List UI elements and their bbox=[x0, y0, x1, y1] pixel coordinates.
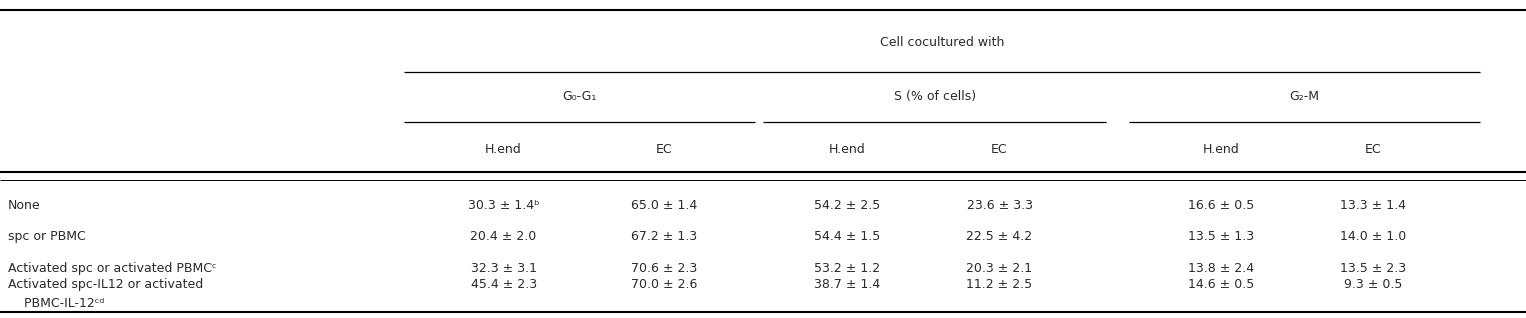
Text: Activated spc-IL12 or activated: Activated spc-IL12 or activated bbox=[8, 278, 203, 291]
Text: 30.3 ± 1.4ᵇ: 30.3 ± 1.4ᵇ bbox=[468, 199, 539, 211]
Text: 54.2 ± 2.5: 54.2 ± 2.5 bbox=[813, 199, 881, 211]
Text: 38.7 ± 1.4: 38.7 ± 1.4 bbox=[813, 278, 881, 291]
Text: Activated spc or activated PBMCᶜ: Activated spc or activated PBMCᶜ bbox=[8, 262, 217, 275]
Text: 67.2 ± 1.3: 67.2 ± 1.3 bbox=[630, 231, 697, 243]
Text: 20.4 ± 2.0: 20.4 ± 2.0 bbox=[470, 231, 537, 243]
Text: EC: EC bbox=[1366, 143, 1381, 156]
Text: 13.5 ± 1.3: 13.5 ± 1.3 bbox=[1187, 231, 1254, 243]
Text: H.end: H.end bbox=[1202, 143, 1239, 156]
Text: S (% of cells): S (% of cells) bbox=[894, 91, 975, 103]
Text: None: None bbox=[8, 199, 40, 211]
Text: 70.0 ± 2.6: 70.0 ± 2.6 bbox=[630, 278, 697, 291]
Text: 9.3 ± 0.5: 9.3 ± 0.5 bbox=[1344, 278, 1402, 291]
Text: 23.6 ± 3.3: 23.6 ± 3.3 bbox=[966, 199, 1033, 211]
Text: 32.3 ± 3.1: 32.3 ± 3.1 bbox=[470, 262, 537, 275]
Text: 11.2 ± 2.5: 11.2 ± 2.5 bbox=[966, 278, 1033, 291]
Text: 53.2 ± 1.2: 53.2 ± 1.2 bbox=[813, 262, 881, 275]
Text: PBMC-IL-12ᶜᵈ: PBMC-IL-12ᶜᵈ bbox=[8, 297, 104, 310]
Text: H.end: H.end bbox=[485, 143, 522, 156]
Text: Cell cocultured with: Cell cocultured with bbox=[881, 37, 1004, 49]
Text: 45.4 ± 2.3: 45.4 ± 2.3 bbox=[470, 278, 537, 291]
Text: 16.6 ± 0.5: 16.6 ± 0.5 bbox=[1187, 199, 1254, 211]
Text: 20.3 ± 2.1: 20.3 ± 2.1 bbox=[966, 262, 1033, 275]
Text: 13.8 ± 2.4: 13.8 ± 2.4 bbox=[1187, 262, 1254, 275]
Text: EC: EC bbox=[656, 143, 671, 156]
Text: 14.0 ± 1.0: 14.0 ± 1.0 bbox=[1340, 231, 1407, 243]
Text: 14.6 ± 0.5: 14.6 ± 0.5 bbox=[1187, 278, 1254, 291]
Text: 13.5 ± 2.3: 13.5 ± 2.3 bbox=[1340, 262, 1407, 275]
Text: 13.3 ± 1.4: 13.3 ± 1.4 bbox=[1340, 199, 1407, 211]
Text: spc or PBMC: spc or PBMC bbox=[8, 231, 85, 243]
Text: G₂-M: G₂-M bbox=[1289, 91, 1320, 103]
Text: 70.6 ± 2.3: 70.6 ± 2.3 bbox=[630, 262, 697, 275]
Text: EC: EC bbox=[992, 143, 1007, 156]
Text: H.end: H.end bbox=[829, 143, 865, 156]
Text: G₀-G₁: G₀-G₁ bbox=[563, 91, 597, 103]
Text: 65.0 ± 1.4: 65.0 ± 1.4 bbox=[630, 199, 697, 211]
Text: 54.4 ± 1.5: 54.4 ± 1.5 bbox=[813, 231, 881, 243]
Text: 22.5 ± 4.2: 22.5 ± 4.2 bbox=[966, 231, 1033, 243]
